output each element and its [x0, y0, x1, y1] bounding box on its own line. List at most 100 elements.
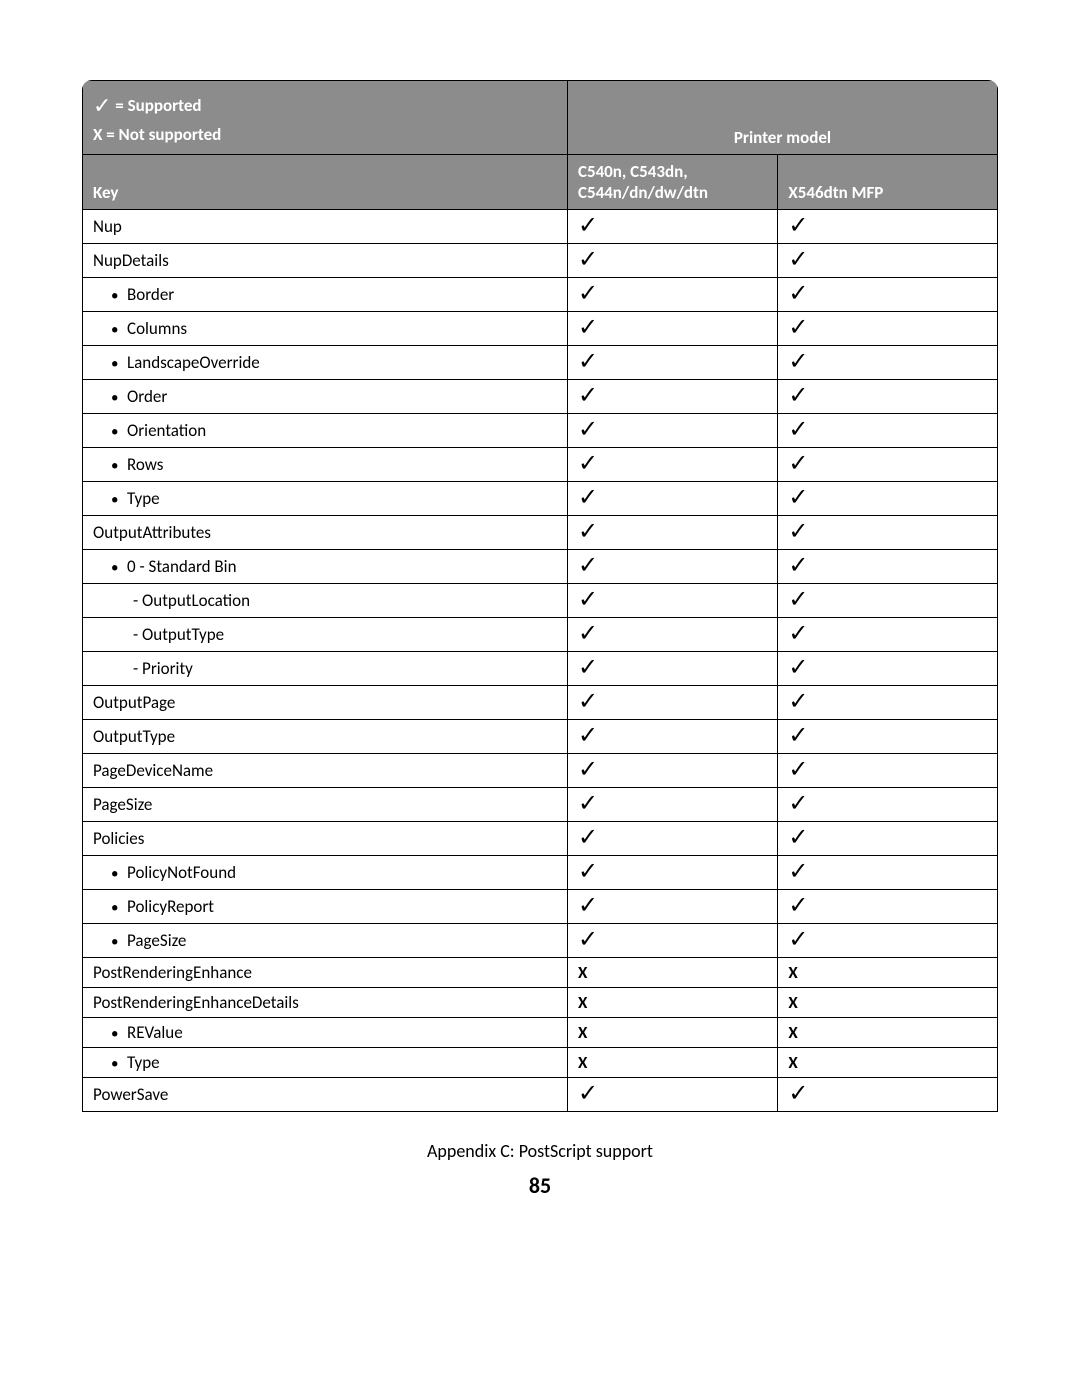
col2-cell: ✓ [778, 379, 998, 413]
check-icon: ✓ [788, 823, 808, 852]
col1-cell: X [567, 957, 777, 987]
key-cell: PageSize [83, 923, 568, 957]
col1-cell: ✓ [567, 617, 777, 651]
check-icon: ✓ [578, 245, 598, 274]
check-icon: ✓ [788, 755, 808, 784]
x-icon: X [578, 1022, 587, 1043]
check-icon: ✓ [788, 211, 808, 240]
check-icon: ✓ [578, 585, 598, 614]
table-row: REValueXX [83, 1017, 998, 1047]
check-icon: ✓ [578, 687, 598, 716]
col2-cell: ✓ [778, 685, 998, 719]
col2-cell: ✓ [778, 889, 998, 923]
key-cell: OutputAttributes [83, 515, 568, 549]
col1-cell: ✓ [567, 685, 777, 719]
x-icon: X [578, 1052, 587, 1073]
col2-cell: ✓ [778, 277, 998, 311]
key-label: PageSize [93, 930, 186, 951]
col2-cell: ✓ [778, 515, 998, 549]
key-cell: OutputPage [83, 685, 568, 719]
key-label: PageSize [93, 794, 152, 815]
table-row: OutputAttributes ✓ ✓ [83, 515, 998, 549]
table-row: PowerSave✓✓ [83, 1077, 998, 1111]
check-icon: ✓ [578, 381, 598, 410]
x-icon: X [788, 992, 797, 1013]
check-icon: ✓ [578, 789, 598, 818]
table-row: NupDetails✓✓ [83, 243, 998, 277]
check-icon: ✓ [788, 551, 808, 580]
col1-cell: ✓ [567, 209, 777, 243]
key-label: Type [93, 1052, 160, 1073]
check-icon: ✓ [788, 721, 808, 750]
col2-heading: X546dtn MFP [778, 154, 998, 209]
table-row: Orientation✓✓ [83, 413, 998, 447]
table-row: OutputPage ✓ ✓ [83, 685, 998, 719]
key-label: Type [93, 488, 160, 509]
key-label: Order [93, 386, 167, 407]
table-row: PageDeviceName✓✓ [83, 753, 998, 787]
table-row: PolicyNotFound✓✓ [83, 855, 998, 889]
check-icon: ✓ [578, 619, 598, 648]
col2-cell: ✓ [778, 549, 998, 583]
key-label: PowerSave [93, 1084, 168, 1105]
check-icon: ✓ [578, 721, 598, 750]
col1-cell: ✓ [567, 311, 777, 345]
check-icon: ✓ [578, 313, 598, 342]
table-row: 0 - Standard Bin✓✓ [83, 549, 998, 583]
check-icon: ✓ [788, 687, 808, 716]
key-cell: Border [83, 277, 568, 311]
check-icon: ✓ [578, 517, 598, 546]
key-cell: - OutputLocation [83, 583, 568, 617]
col2-cell: ✓ [778, 787, 998, 821]
col2-cell: ✓ [778, 651, 998, 685]
key-cell: Type [83, 1047, 568, 1077]
check-icon: ✓ [578, 823, 598, 852]
col1-cell: X [567, 1047, 777, 1077]
key-label: LandscapeOverride [93, 352, 260, 373]
check-icon: ✓ [578, 755, 598, 784]
col1-cell: ✓ [567, 447, 777, 481]
key-label: Nup [93, 216, 122, 237]
col2-cell: X [778, 957, 998, 987]
check-icon: ✓ [788, 789, 808, 818]
check-icon: ✓ [578, 279, 598, 308]
table-row: PageSize✓✓ [83, 923, 998, 957]
support-table: ✓ = Supported X = Not supported Printer … [82, 80, 998, 1112]
table-row: Columns✓✓ [83, 311, 998, 345]
col1-cell: ✓ [567, 889, 777, 923]
check-icon: ✓ [788, 585, 808, 614]
col1-cell: ✓ [567, 787, 777, 821]
table-row: Type ✓ ✓ [83, 481, 998, 515]
legend-supported-text: = Supported [115, 95, 201, 116]
key-cell: REValue [83, 1017, 568, 1047]
key-cell: - Priority [83, 651, 568, 685]
col2-cell: ✓ [778, 447, 998, 481]
legend-not-supported: X = Not supported [93, 122, 557, 148]
key-label: Border [93, 284, 174, 305]
col2-cell: ✓ [778, 345, 998, 379]
check-icon: ✓ [788, 313, 808, 342]
col2-cell: ✓ [778, 481, 998, 515]
key-cell: LandscapeOverride [83, 345, 568, 379]
col1-cell: ✓ [567, 855, 777, 889]
key-cell: PowerSave [83, 1077, 568, 1111]
legend-cell: ✓ = Supported X = Not supported [83, 81, 568, 155]
col2-cell: ✓ [778, 209, 998, 243]
key-label: PolicyNotFound [93, 862, 236, 883]
col1-cell: ✓ [567, 549, 777, 583]
check-icon: ✓ [788, 517, 808, 546]
key-label: OutputAttributes [93, 522, 211, 543]
check-icon: ✓ [578, 653, 598, 682]
check-icon: ✓ [578, 211, 598, 240]
key-cell: Nup [83, 209, 568, 243]
col1-cell: ✓ [567, 277, 777, 311]
check-icon: ✓ [788, 1079, 808, 1108]
table-row: - OutputLocation ✓ ✓ [83, 583, 998, 617]
table-row: Rows✓✓ [83, 447, 998, 481]
col2-cell: ✓ [778, 719, 998, 753]
key-cell: PostRenderingEnhanceDetails [83, 987, 568, 1017]
x-icon: X [578, 992, 587, 1013]
check-icon: ✓ [578, 483, 598, 512]
key-cell: NupDetails [83, 243, 568, 277]
check-icon: ✓ [788, 279, 808, 308]
